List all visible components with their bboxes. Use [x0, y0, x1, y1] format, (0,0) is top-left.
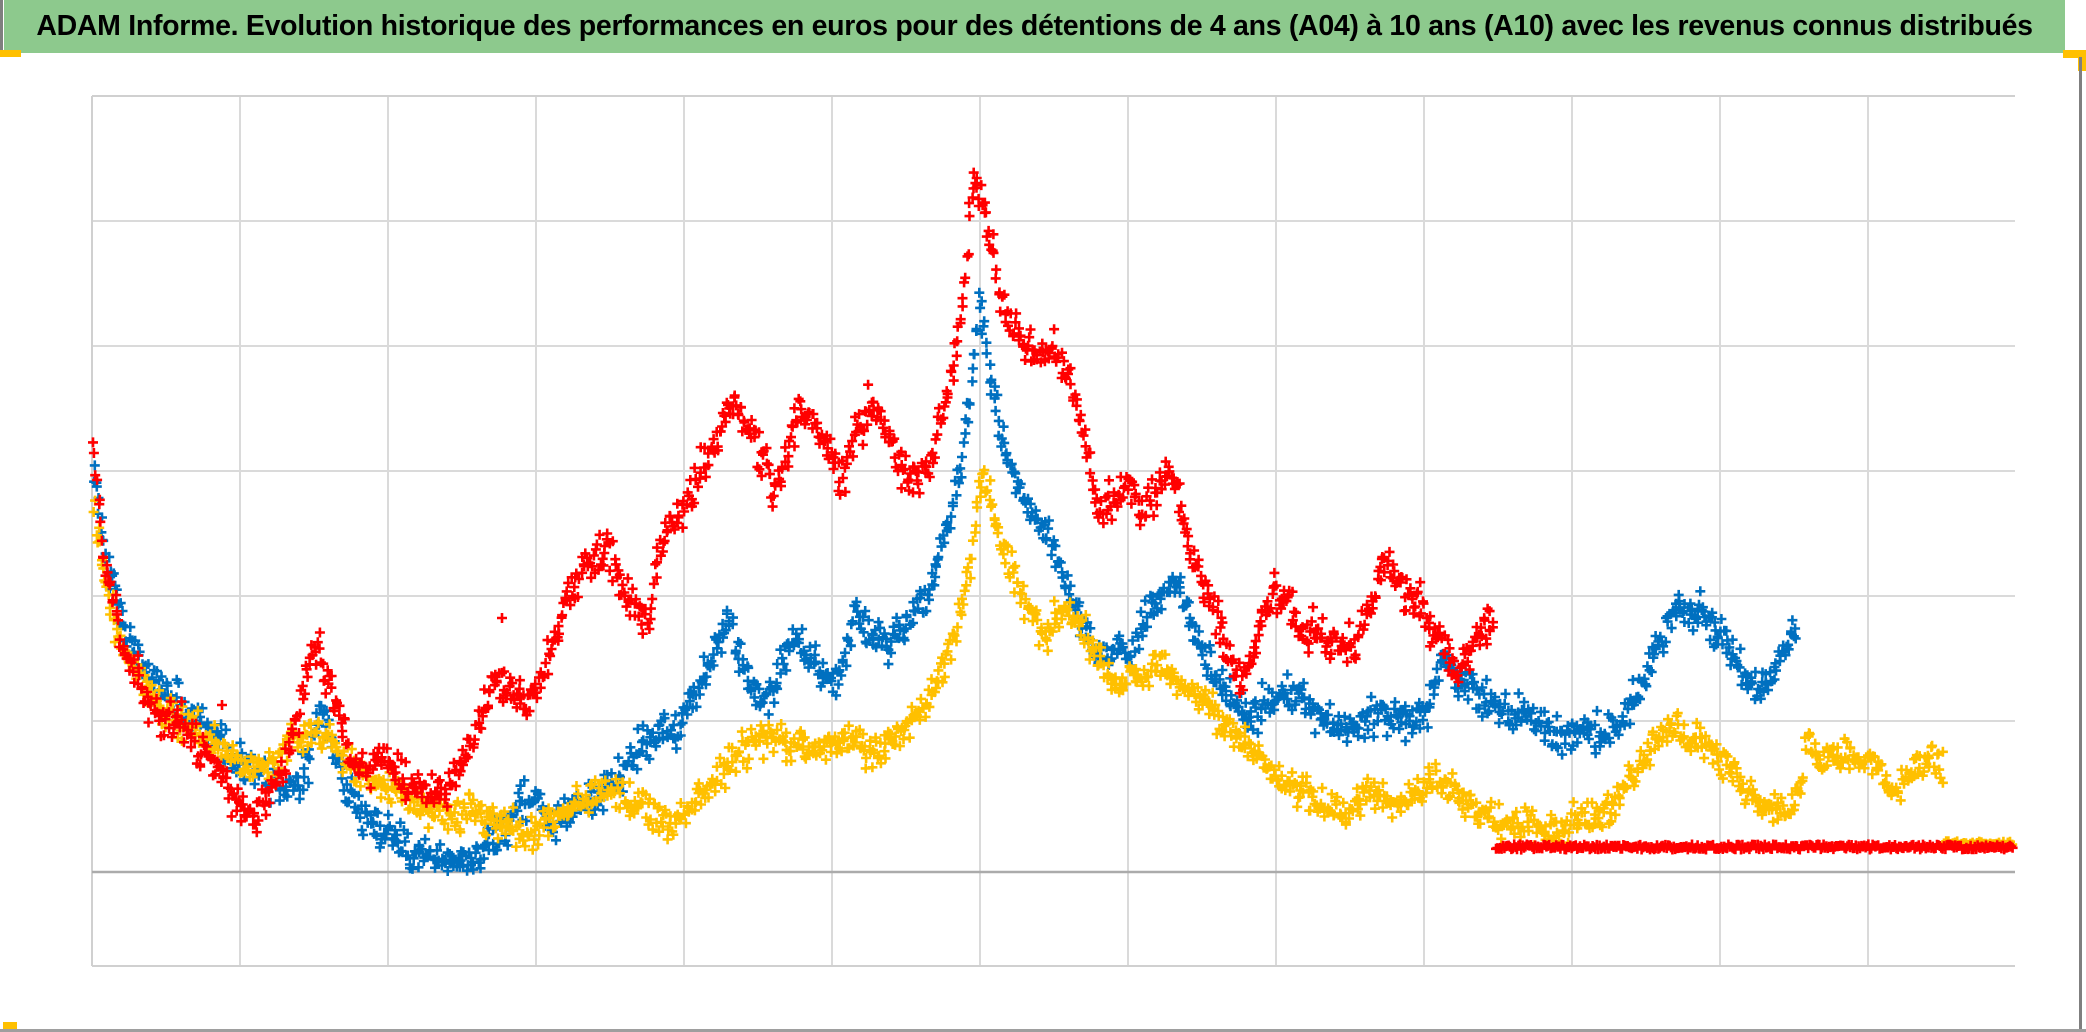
series-gold — [88, 465, 2018, 855]
selection-handle-bottom-left — [3, 1022, 17, 1030]
chart-title: ADAM Informe. Evolution historique des p… — [36, 10, 2033, 42]
selection-handle-top-right-h — [2063, 50, 2086, 58]
series-red — [88, 167, 2018, 855]
selection-handle-left — [0, 50, 21, 57]
window-edge-right — [2079, 57, 2082, 1032]
selection-handle-top-right-v — [2078, 50, 2086, 71]
plot-area-border — [91, 95, 2015, 967]
series-blue — [89, 287, 1801, 876]
window-edge-bottom — [0, 1029, 2086, 1032]
window-edge-left — [0, 0, 3, 53]
chart-title-bar: ADAM Informe. Evolution historique des p… — [4, 0, 2065, 53]
